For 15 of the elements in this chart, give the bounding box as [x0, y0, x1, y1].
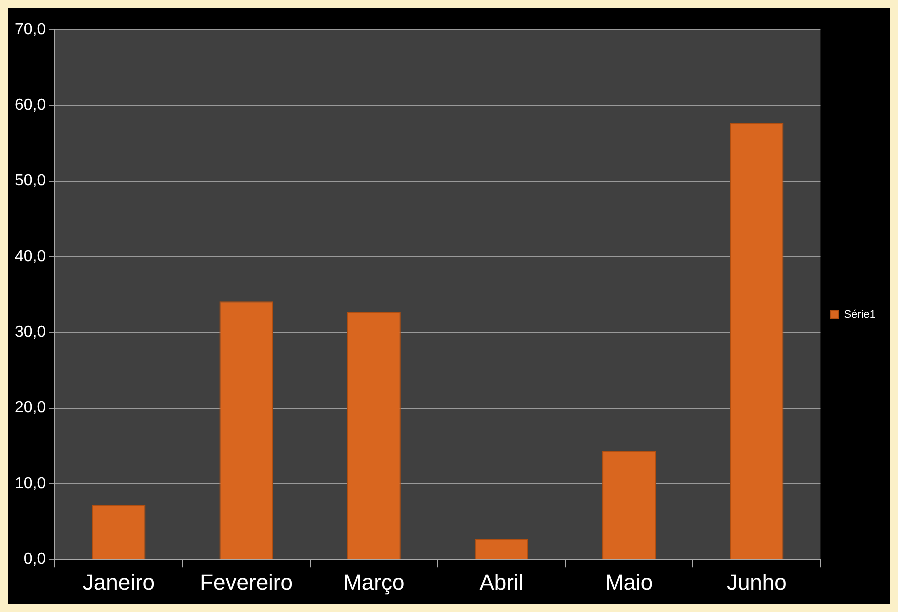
y-tick-label: 30,0	[15, 324, 46, 342]
y-tick-label: 20,0	[15, 400, 46, 417]
x-tick-label: Março	[344, 570, 405, 595]
y-tick-label: 40,0	[15, 248, 46, 266]
y-tick-label: 70,0	[15, 21, 46, 38]
x-tick-label: Maio	[605, 570, 654, 595]
x-tick-label: Junho	[726, 570, 787, 595]
legend-label: Série1	[844, 309, 876, 322]
x-tick-label: Abril	[480, 570, 524, 595]
y-tick-label: 10,0	[15, 475, 46, 492]
y-tick-label: 50,0	[15, 172, 46, 190]
y-tick-label: 60,0	[15, 97, 46, 114]
y-tick-label: 0,0	[24, 551, 46, 568]
x-tick-label: Fevereiro	[200, 570, 293, 595]
x-tick-label: Janeiro	[82, 570, 156, 595]
